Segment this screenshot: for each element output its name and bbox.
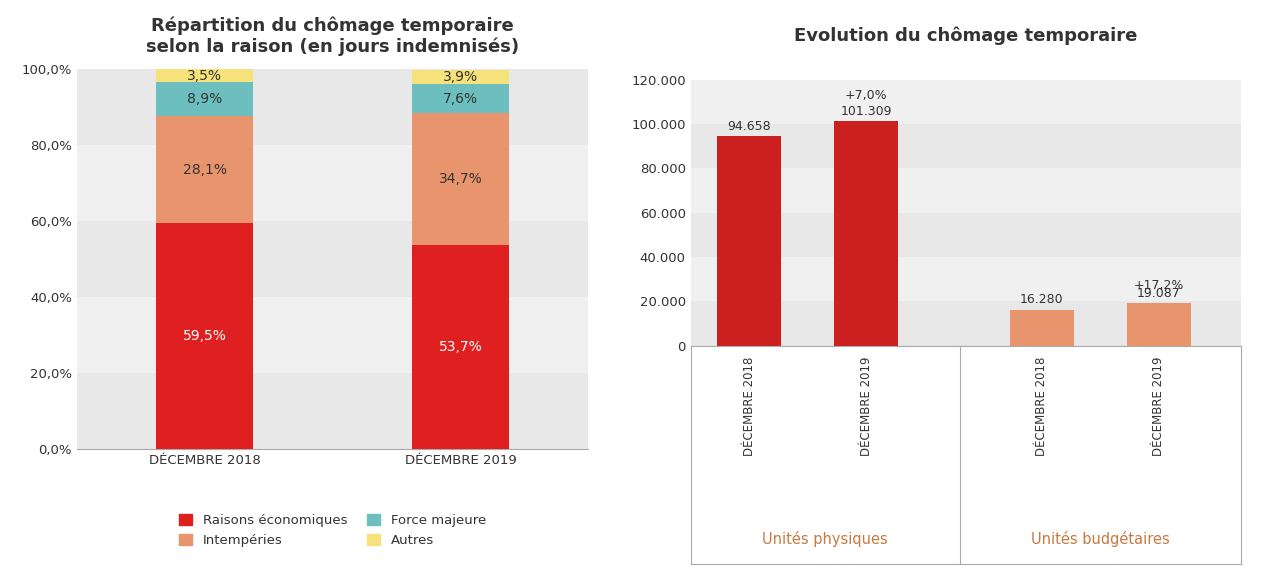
Title: Répartition du chômage temporaire
selon la raison (en jours indemnisés): Répartition du chômage temporaire selon … [146, 17, 519, 56]
Text: Unités physiques: Unités physiques [762, 531, 888, 547]
Bar [691, 79, 1241, 124]
Bar [718, 136, 781, 346]
Text: +17,2%: +17,2% [1133, 279, 1184, 292]
Text: 53,7%: 53,7% [439, 340, 482, 354]
Text: 3,9%: 3,9% [443, 70, 478, 84]
Text: 19.087: 19.087 [1137, 287, 1181, 300]
Bar [77, 297, 588, 373]
Text: 94.658: 94.658 [728, 120, 771, 132]
Bar [1009, 309, 1074, 346]
Bar [77, 145, 588, 221]
Bar [412, 84, 509, 113]
Text: +7,0%: +7,0% [845, 89, 888, 103]
Bar [834, 121, 898, 346]
Text: DÉCEMBRE 2019: DÉCEMBRE 2019 [859, 357, 872, 456]
Bar [1127, 304, 1191, 346]
Bar [691, 168, 1241, 213]
Bar [412, 113, 509, 245]
Text: 7,6%: 7,6% [443, 92, 478, 106]
Bar [77, 373, 588, 449]
Bar [691, 301, 1241, 346]
Text: 28,1%: 28,1% [183, 162, 226, 177]
Bar [77, 69, 588, 145]
Text: 59,5%: 59,5% [183, 329, 226, 343]
Text: Unités budgétaires: Unités budgétaires [1031, 531, 1169, 547]
Text: 101.309: 101.309 [840, 105, 891, 118]
Bar [77, 221, 588, 297]
Text: DÉCEMBRE 2018: DÉCEMBRE 2018 [1035, 357, 1049, 456]
Text: DÉCEMBRE 2018: DÉCEMBRE 2018 [743, 357, 756, 456]
Text: 3,5%: 3,5% [187, 69, 223, 83]
Title: Evolution du chômage temporaire: Evolution du chômage temporaire [794, 26, 1137, 45]
Bar [412, 245, 509, 449]
Text: DÉCEMBRE 2019: DÉCEMBRE 2019 [1152, 357, 1165, 456]
Bar [156, 69, 253, 82]
Bar [412, 70, 509, 84]
Legend: Raisons économiques, Intempéries, Force majeure, Autres: Raisons économiques, Intempéries, Force … [174, 509, 491, 552]
Text: 16.280: 16.280 [1019, 293, 1064, 306]
Bar [156, 223, 253, 449]
Text: 8,9%: 8,9% [187, 92, 223, 107]
Bar [691, 257, 1241, 301]
Text: 34,7%: 34,7% [439, 172, 482, 186]
Bar [691, 124, 1241, 168]
Bar [156, 82, 253, 116]
Bar [691, 213, 1241, 257]
Bar [156, 116, 253, 223]
